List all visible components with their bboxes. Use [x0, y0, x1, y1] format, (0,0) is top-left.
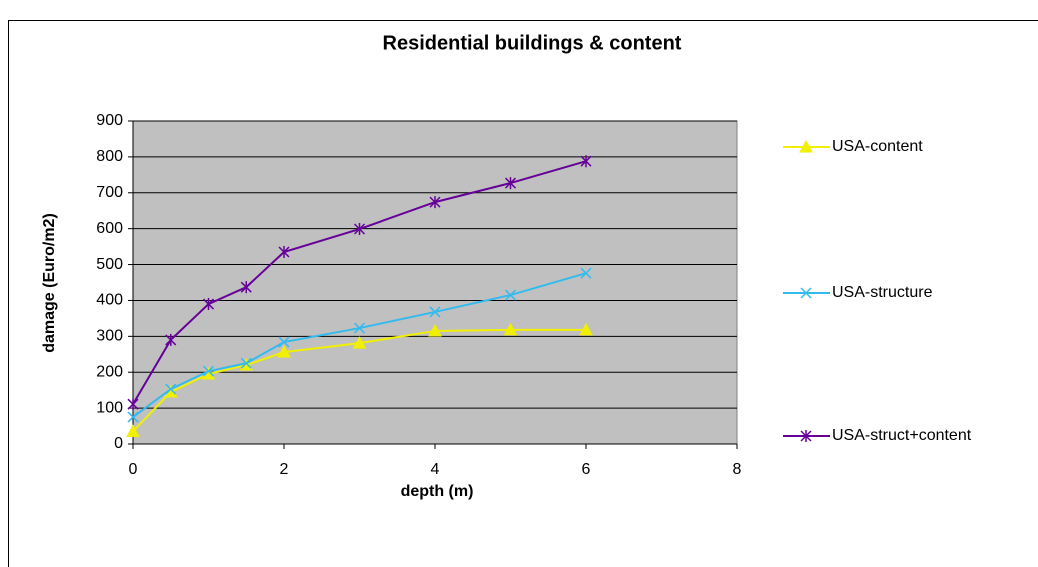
chart-title: Residential buildings & content: [383, 32, 682, 54]
y-axis-title: damage (Euro/m2): [41, 213, 58, 353]
legend-label: USA-structure: [832, 284, 933, 301]
marker: [428, 323, 442, 337]
marker: [353, 223, 366, 236]
marker: [353, 322, 366, 334]
legend-marker: [800, 287, 812, 299]
marker: [352, 336, 367, 349]
y-tick-label: 800: [96, 148, 123, 165]
marker: [429, 196, 441, 209]
y-tick-label: 700: [96, 184, 123, 201]
marker: [126, 424, 140, 437]
marker: [165, 333, 177, 346]
marker: [580, 267, 592, 279]
marker: [278, 245, 290, 258]
x-axis-title: depth (m): [401, 483, 474, 500]
marker: [580, 155, 592, 168]
marker: [127, 398, 139, 411]
marker: [504, 177, 517, 190]
x-tick-label: 0: [129, 461, 138, 478]
y-tick-label: 200: [96, 363, 123, 380]
y-tick-label: 100: [96, 399, 123, 416]
marker: [240, 357, 252, 369]
x-tick-label: 4: [431, 461, 440, 478]
marker: [579, 322, 593, 336]
y-tick-label: 900: [96, 112, 123, 129]
marker: [503, 322, 518, 336]
marker: [202, 365, 215, 377]
y-tick-label: 400: [96, 292, 123, 309]
marker: [277, 345, 291, 358]
y-tick-label: 300: [96, 328, 123, 345]
marker: [127, 411, 139, 423]
legend-marker: [800, 430, 812, 442]
y-tick-label: 600: [96, 220, 123, 237]
plot-area: [132, 120, 738, 445]
x-tick-label: 2: [280, 461, 289, 478]
x-tick-label: 6: [582, 461, 591, 478]
legend-label: USA-struct+content: [832, 427, 972, 444]
marker: [165, 383, 177, 395]
marker: [240, 281, 252, 294]
marker: [278, 336, 290, 348]
y-tick-label: 500: [96, 256, 123, 273]
y-tick-label: 0: [114, 435, 123, 452]
marker: [429, 306, 441, 318]
marker: [504, 289, 517, 301]
x-tick-label: 8: [733, 461, 742, 478]
marker: [202, 298, 215, 311]
legend-label: USA-content: [832, 138, 923, 155]
legend-marker: [799, 139, 813, 153]
